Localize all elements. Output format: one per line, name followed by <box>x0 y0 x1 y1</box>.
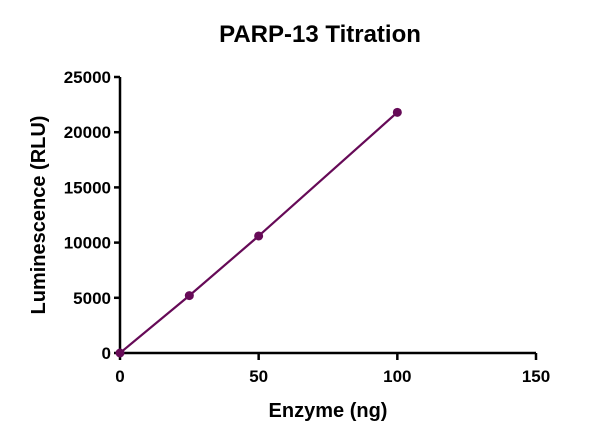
chart-title: PARP-13 Titration <box>219 21 421 48</box>
x-axis-label: Enzyme (ng) <box>269 400 388 422</box>
y-tick-label: 5000 <box>73 289 111 308</box>
x-tick-label: 150 <box>522 367 550 386</box>
y-tick-label: 10000 <box>64 234 111 253</box>
data-point-marker <box>254 231 264 241</box>
data-point-marker <box>392 107 402 117</box>
y-axis: 0 5000 10000 15000 20000 25000 <box>64 68 122 363</box>
y-tick-label: 20000 <box>64 123 111 142</box>
x-tick-label: 50 <box>249 367 268 386</box>
data-point-marker <box>115 348 125 358</box>
x-axis: 0 50 100 150 <box>115 351 550 386</box>
y-tick-label: 15000 <box>64 178 111 197</box>
y-axis-label: Luminescence (RLU) <box>28 116 50 315</box>
x-tick-label: 0 <box>115 367 124 386</box>
series-line <box>119 111 399 354</box>
y-tick-label: 0 <box>102 344 111 363</box>
y-tick-label: 25000 <box>64 68 111 87</box>
plot-area <box>115 107 402 358</box>
x-tick-label: 100 <box>383 367 411 386</box>
data-point-marker <box>184 291 194 301</box>
